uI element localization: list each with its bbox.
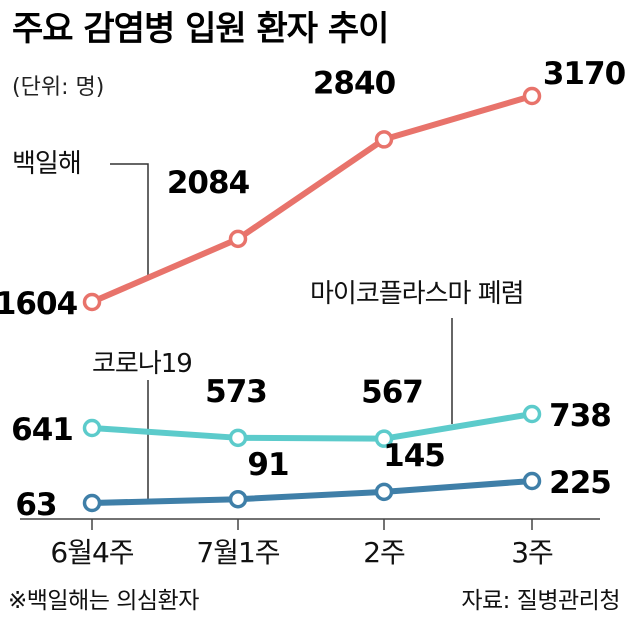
data-point-mycoplasma-0 bbox=[82, 418, 102, 438]
data-point-covid19-2 bbox=[374, 482, 394, 502]
series-label-covid19: 코로나19 bbox=[92, 349, 192, 379]
data-point-mycoplasma-1 bbox=[228, 428, 248, 448]
x-tick-label-1: 7월1주 bbox=[196, 536, 279, 569]
series-label-mycoplasma: 마이코플라스마 폐렴 bbox=[310, 279, 524, 309]
value-label-covid19-3: 225 bbox=[549, 465, 611, 501]
x-tick-label-2: 2주 bbox=[363, 536, 405, 569]
value-label-covid19-1: 91 bbox=[247, 447, 288, 483]
value-labels: 1604 2084 2840 3170 641 573 567 738 63 91 145 225 bbox=[0, 56, 627, 523]
value-label-pertussis-2: 2840 bbox=[313, 65, 396, 101]
value-label-mycoplasma-3: 738 bbox=[549, 398, 611, 434]
series-line-pertussis bbox=[89, 93, 535, 305]
value-label-mycoplasma-1: 573 bbox=[205, 374, 267, 410]
value-label-covid19-0: 63 bbox=[15, 487, 56, 523]
x-tick-label-3: 3주 bbox=[511, 536, 553, 569]
source-note: 자료: 질병관리청 bbox=[461, 588, 620, 614]
x-tick-label-0: 6월4주 bbox=[50, 536, 133, 569]
data-point-pertussis-2 bbox=[374, 130, 394, 149]
x-ticks: 6월4주 7월1주 2주 3주 bbox=[50, 519, 554, 569]
series-line-mycoplasma bbox=[89, 411, 535, 442]
data-points bbox=[82, 86, 542, 513]
data-point-mycoplasma-3 bbox=[522, 404, 542, 424]
data-point-pertussis-0 bbox=[82, 292, 102, 312]
data-point-covid19-0 bbox=[82, 493, 102, 513]
unit-label: (단위: 명) bbox=[12, 75, 104, 100]
series-label-leaders bbox=[110, 163, 453, 500]
chart-title: 주요 감염병 입원 환자 추이 bbox=[12, 9, 388, 49]
value-label-pertussis-1: 2084 bbox=[167, 165, 250, 201]
data-point-covid19-1 bbox=[228, 489, 248, 509]
data-point-covid19-3 bbox=[522, 471, 542, 491]
value-label-covid19-2: 145 bbox=[383, 438, 445, 474]
series-label-pertussis: 백일해 bbox=[12, 149, 81, 179]
leader-line-pertussis bbox=[110, 163, 149, 277]
series-lines bbox=[89, 93, 535, 506]
data-point-pertussis-3 bbox=[522, 86, 542, 106]
value-label-pertussis-0: 1604 bbox=[0, 286, 78, 322]
value-label-pertussis-3: 3170 bbox=[543, 56, 626, 92]
footnote: ※백일해는 의심환자 bbox=[8, 588, 199, 614]
data-point-mycoplasma-2 bbox=[374, 429, 394, 448]
value-label-mycoplasma-0: 641 bbox=[11, 412, 73, 448]
value-label-mycoplasma-2: 567 bbox=[361, 375, 423, 411]
data-point-pertussis-1 bbox=[228, 229, 248, 249]
series-line-covid19 bbox=[89, 478, 535, 506]
